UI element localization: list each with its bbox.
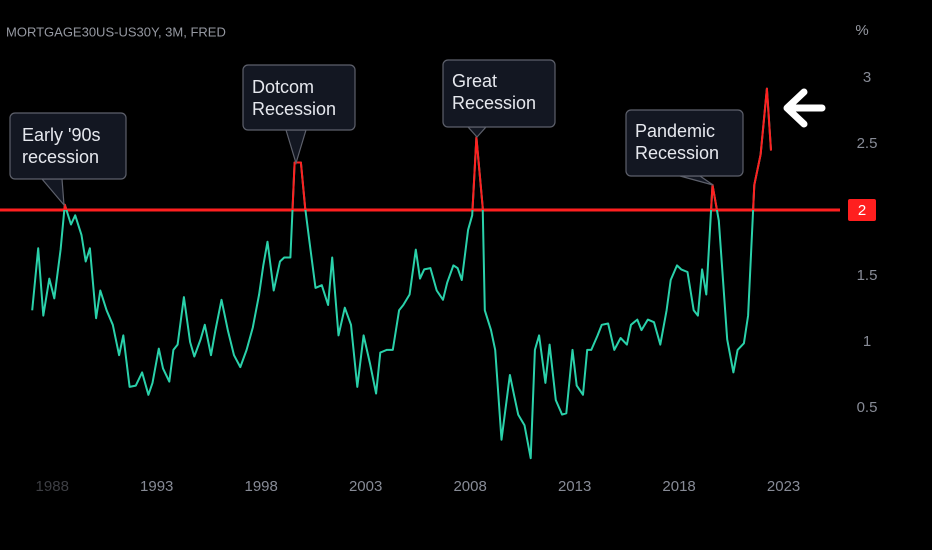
y-tick-label: 1 — [863, 333, 871, 350]
arrow-icon — [783, 88, 826, 128]
x-tick-label: 1993 — [140, 478, 173, 495]
x-tick-label: 2008 — [453, 478, 486, 495]
series-line — [31, 87, 772, 460]
callout-box — [242, 64, 356, 131]
annotation: Pandemic Recession — [625, 109, 744, 186]
y-tick-label: 2.5 — [857, 135, 878, 152]
annotation-text: Recession — [635, 143, 719, 163]
annotation: Great Recession — [442, 59, 556, 138]
annotation-text: Recession — [252, 99, 336, 119]
annotation-text: Recession — [452, 93, 536, 113]
callout-box — [625, 109, 744, 177]
annotation-text: recession — [22, 147, 99, 167]
x-tick-label: 1988 — [36, 478, 69, 495]
x-tick-label: 2023 — [767, 478, 800, 495]
annotation-text: Great — [452, 71, 497, 91]
annotation: Early '90s recession — [9, 112, 127, 207]
threshold-label: 2 — [858, 202, 866, 219]
x-tick-label: 2003 — [349, 478, 382, 495]
annotation-text: Dotcom — [252, 77, 314, 97]
x-tick-label: 2013 — [558, 478, 591, 495]
callout-box — [442, 59, 556, 128]
y-tick-label: 0.5 — [857, 399, 878, 416]
annotation: Dotcom Recession — [242, 64, 356, 166]
annotation-text: Early '90s — [22, 125, 100, 145]
chart-title: MORTGAGE30US-US30Y, 3M, FRED — [6, 24, 226, 39]
y-tick-label: 3 — [863, 69, 871, 86]
plot-area: 0.5 1 1.5 2.5 3 1988 1993 1998 2003 2008 2013 2018 2… — [0, 69, 877, 495]
y-tick-label: 1.5 — [857, 267, 878, 284]
callout-box — [9, 112, 127, 180]
x-tick-label: 2018 — [662, 478, 695, 495]
y-unit: % — [855, 22, 868, 39]
annotations: Early '90s recession Dotcom Recession Gr… — [9, 59, 744, 207]
annotation-text: Pandemic — [635, 121, 715, 141]
threshold-label-box — [848, 199, 876, 221]
x-tick-label: 1998 — [245, 478, 278, 495]
